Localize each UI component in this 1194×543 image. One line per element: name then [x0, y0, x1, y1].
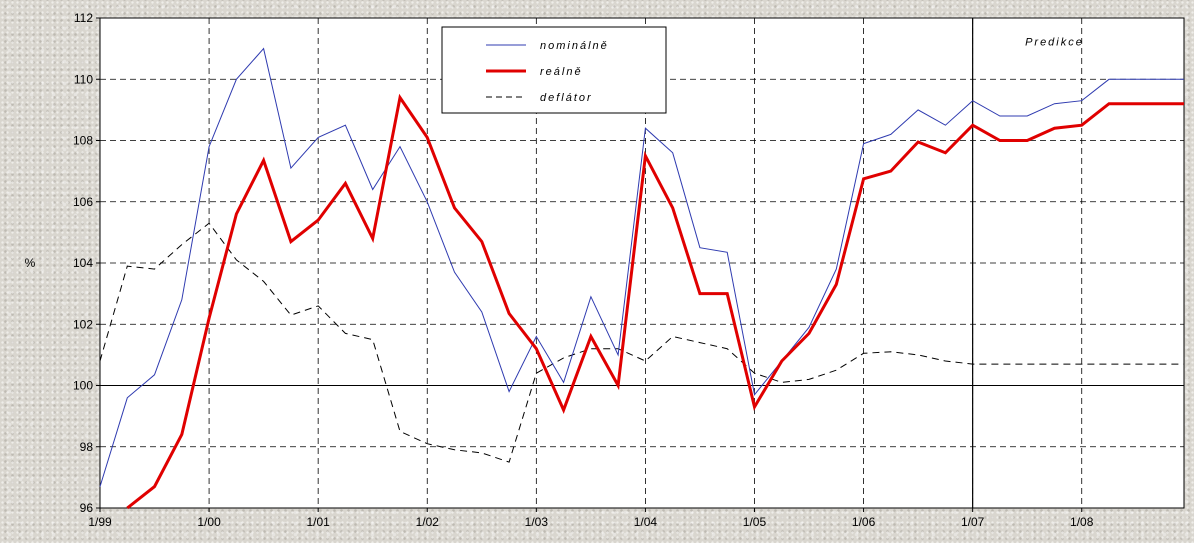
x-tick-label: 1/99 [88, 515, 112, 529]
y-tick-label: 100 [73, 379, 93, 393]
legend-label: nominálně [540, 40, 609, 52]
forecast-annotation: Predikce [1025, 37, 1084, 49]
axes: 96 98 100 102 104 106 108 110 112 1/99 1/00 1/01 1/0… [73, 11, 1094, 529]
series-group [99, 47, 1184, 510]
x-tick-label: 1/07 [961, 515, 985, 529]
y-tick-label: 108 [73, 134, 93, 148]
y-axis-label: % [25, 256, 36, 270]
x-tick-label: 1/08 [1070, 515, 1094, 529]
y-tick-label: 96 [80, 501, 94, 515]
series-line-1 [99, 47, 1184, 487]
series-line-3 [99, 222, 1184, 463]
y-tick-label: 98 [80, 440, 94, 454]
x-tick-label: 1/02 [416, 515, 440, 529]
legend-label: reálně [540, 66, 583, 78]
y-tick-label: 112 [74, 11, 93, 25]
y-tick-label: 102 [73, 317, 93, 331]
x-tick-label: 1/06 [852, 515, 876, 529]
y-tick-label: 106 [73, 195, 93, 209]
legend-box [441, 26, 667, 114]
x-tick-label: 1/03 [525, 515, 549, 529]
x-tick-label: 1/00 [197, 515, 221, 529]
x-tick-label: 1/04 [634, 515, 658, 529]
series-line-2 [126, 93, 1184, 510]
y-tick-label: 110 [74, 72, 93, 86]
x-tick-label: 1/05 [743, 515, 767, 529]
legend-label: deflátor [540, 92, 593, 104]
x-tick-label: 1/01 [306, 515, 330, 529]
legend: nominálně reálně deflátor [441, 26, 667, 114]
y-tick-label: 104 [73, 256, 93, 270]
